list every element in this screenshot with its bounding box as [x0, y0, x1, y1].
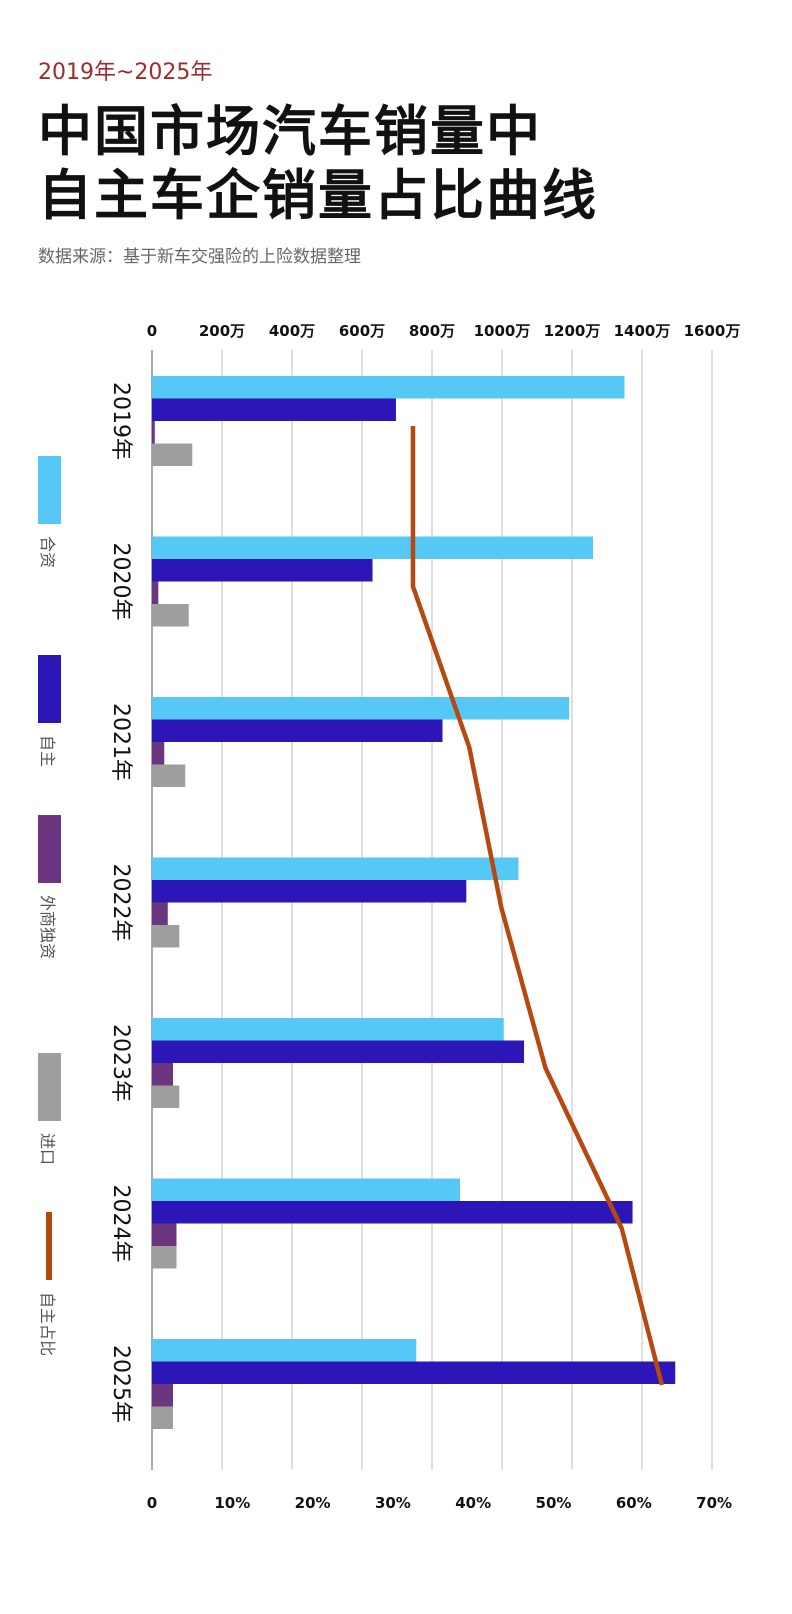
bottom-tick-label: 50%	[536, 1494, 572, 1512]
bar	[152, 925, 180, 948]
year-labels: 2019年 2020年 2021年 2022年 2023年 2024年 2025年	[108, 382, 133, 1423]
bar	[152, 1201, 633, 1224]
bar	[152, 1063, 173, 1086]
legend-label: 进口	[38, 1133, 57, 1165]
bar	[152, 697, 570, 720]
bar	[152, 902, 168, 925]
top-tick-label: 1600万	[684, 322, 741, 340]
year-label: 2021年	[108, 703, 133, 781]
legend-label: 自主	[38, 735, 57, 767]
bar	[152, 1018, 504, 1041]
bar	[152, 857, 519, 880]
bar	[152, 398, 396, 421]
bar	[152, 1178, 460, 1201]
top-tick-label: 800万	[409, 322, 455, 340]
year-label: 2023年	[108, 1024, 133, 1102]
bar	[152, 559, 373, 582]
bar	[152, 764, 186, 787]
share-line	[410, 426, 665, 1386]
bar	[152, 443, 193, 466]
bar	[152, 376, 625, 399]
year-label: 2019年	[108, 382, 133, 460]
bar	[152, 1040, 525, 1063]
grid-lines	[151, 350, 713, 1470]
title-line-2: 自主车企销量占比曲线	[38, 164, 598, 227]
legend-label: 自主占比	[38, 1292, 57, 1356]
period-label: 2019年~2025年	[38, 60, 213, 85]
bar	[152, 1246, 177, 1269]
title-line-1: 中国市场汽车销量中	[38, 100, 542, 163]
bar	[152, 880, 467, 903]
bottom-tick-label: 20%	[295, 1494, 331, 1512]
bar	[152, 1085, 180, 1108]
legend-swatch	[38, 655, 61, 723]
legend-label: 外商独资	[38, 895, 57, 959]
top-tick-label: 1400万	[614, 322, 671, 340]
bar	[152, 1406, 173, 1429]
bar	[152, 1339, 417, 1362]
year-label: 2020年	[108, 543, 133, 621]
top-tick-label: 1200万	[544, 322, 601, 340]
bottom-tick-label: 30%	[375, 1494, 411, 1512]
bar	[152, 1384, 173, 1407]
bar	[152, 1361, 676, 1384]
bottom-axis-ticks: 0 10% 20% 30% 40% 50% 60% 70%	[147, 1494, 732, 1512]
bar	[152, 1223, 177, 1246]
bars	[152, 376, 676, 1429]
bottom-tick-label: 70%	[696, 1494, 732, 1512]
top-axis-ticks: 0 200万 400万 600万 800万 1000万 1200万 1400万 1600万	[147, 322, 741, 340]
bottom-tick-label: 40%	[455, 1494, 491, 1512]
bar	[152, 604, 189, 627]
legend-swatch-line	[46, 1212, 52, 1280]
page-title: 中国市场汽车销量中 自主车企销量占比曲线	[38, 100, 598, 228]
bar	[152, 742, 165, 765]
legend-swatch	[38, 1053, 61, 1121]
year-label: 2025年	[108, 1345, 133, 1423]
share-line-path	[410, 426, 665, 1386]
data-source-note: 数据来源：基于新车交强险的上险数据整理	[38, 247, 361, 267]
year-label: 2024年	[108, 1185, 133, 1263]
top-tick-label: 400万	[269, 322, 315, 340]
legend-swatch	[38, 815, 61, 883]
year-label: 2022年	[108, 864, 133, 942]
top-tick-label: 0	[147, 322, 157, 340]
bottom-tick-label: 0	[147, 1494, 157, 1512]
bar	[152, 536, 593, 559]
bar	[152, 719, 443, 742]
top-tick-label: 1000万	[474, 322, 531, 340]
legend-swatch	[38, 456, 61, 524]
bottom-tick-label: 10%	[214, 1494, 250, 1512]
bar	[152, 421, 155, 444]
top-tick-label: 200万	[199, 322, 245, 340]
bar	[152, 581, 159, 604]
legend-label: 合资	[38, 536, 57, 568]
top-tick-label: 600万	[339, 322, 385, 340]
bottom-tick-label: 60%	[616, 1494, 652, 1512]
